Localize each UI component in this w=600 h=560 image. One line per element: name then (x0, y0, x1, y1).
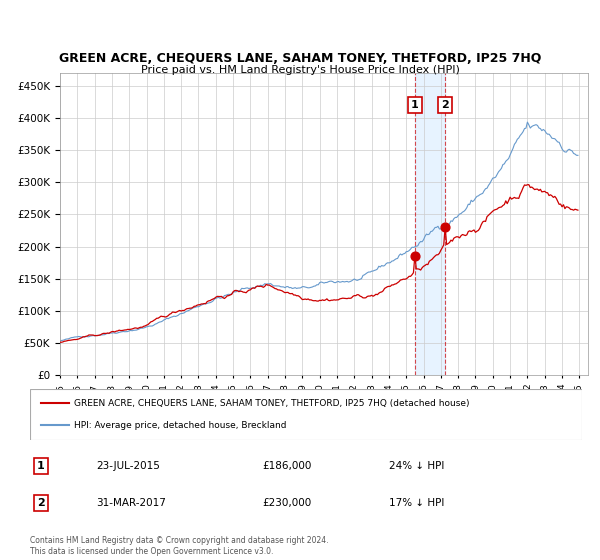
Text: 2: 2 (442, 100, 449, 110)
Text: 23-JUL-2015: 23-JUL-2015 (96, 461, 160, 471)
FancyBboxPatch shape (30, 389, 582, 440)
Text: Price paid vs. HM Land Registry's House Price Index (HPI): Price paid vs. HM Land Registry's House … (140, 65, 460, 75)
Text: 1: 1 (411, 100, 419, 110)
Text: HPI: Average price, detached house, Breckland: HPI: Average price, detached house, Brec… (74, 421, 287, 430)
Text: 31-MAR-2017: 31-MAR-2017 (96, 498, 166, 508)
Text: 17% ↓ HPI: 17% ↓ HPI (389, 498, 444, 508)
Point (410, 251, 419, 260)
Text: GREEN ACRE, CHEQUERS LANE, SAHAM TONEY, THETFORD, IP25 7HQ (detached house): GREEN ACRE, CHEQUERS LANE, SAHAM TONEY, … (74, 399, 470, 408)
Text: Contains HM Land Registry data © Crown copyright and database right 2024.
This d: Contains HM Land Registry data © Crown c… (30, 536, 329, 556)
Point (440, 223, 450, 232)
Text: 2: 2 (37, 498, 45, 508)
Text: £186,000: £186,000 (262, 461, 311, 471)
Text: GREEN ACRE, CHEQUERS LANE, SAHAM TONEY, THETFORD, IP25 7HQ: GREEN ACRE, CHEQUERS LANE, SAHAM TONEY, … (59, 52, 541, 66)
Text: 1: 1 (37, 461, 45, 471)
Bar (415, 73, 445, 375)
Text: 24% ↓ HPI: 24% ↓ HPI (389, 461, 444, 471)
Text: £230,000: £230,000 (262, 498, 311, 508)
